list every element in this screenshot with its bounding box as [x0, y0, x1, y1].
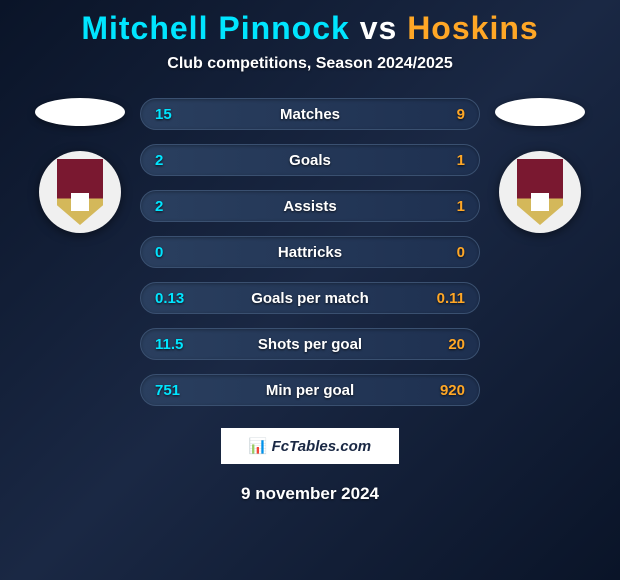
stat-right-value: 0.11 [425, 290, 465, 307]
player2-name: Hoskins [407, 10, 538, 46]
player2-flag [495, 98, 585, 126]
badge-castle-icon [531, 193, 549, 211]
stat-right-value: 9 [425, 106, 465, 123]
stat-row: 2 Goals 1 [140, 144, 480, 176]
stat-label: Min per goal [266, 382, 354, 399]
badge-castle-icon [71, 193, 89, 211]
stat-row: 751 Min per goal 920 [140, 374, 480, 406]
stat-label: Assists [283, 198, 336, 215]
player1-flag [35, 98, 125, 126]
badge-shield [517, 159, 563, 225]
stat-left-value: 11.5 [155, 336, 195, 353]
stat-right-value: 20 [425, 336, 465, 353]
watermark-text: FcTables.com [272, 438, 371, 455]
stat-right-value: 920 [425, 382, 465, 399]
stat-right-value: 0 [425, 244, 465, 261]
player1-club-badge [39, 151, 121, 233]
watermark: 📊 FcTables.com [221, 428, 399, 464]
stat-label: Goals per match [251, 290, 369, 307]
player1-column [35, 98, 125, 233]
stat-left-value: 0.13 [155, 290, 195, 307]
main-row: 15 Matches 9 2 Goals 1 2 Assists 1 0 Hattricks 0 0.1… [0, 98, 620, 406]
vs-text: vs [360, 10, 398, 46]
stat-right-value: 1 [425, 198, 465, 215]
stat-label: Hattricks [278, 244, 342, 261]
stat-label: Matches [280, 106, 340, 123]
player2-club-badge [499, 151, 581, 233]
stat-label: Goals [289, 152, 331, 169]
page-title: Mitchell Pinnock vs Hoskins [81, 10, 538, 47]
stat-left-value: 2 [155, 198, 195, 215]
stat-right-value: 1 [425, 152, 465, 169]
stat-row: 2 Assists 1 [140, 190, 480, 222]
stat-left-value: 2 [155, 152, 195, 169]
stat-row: 0 Hattricks 0 [140, 236, 480, 268]
comparison-container: Mitchell Pinnock vs Hoskins Club competi… [0, 0, 620, 580]
badge-shield [57, 159, 103, 225]
stat-label: Shots per goal [258, 336, 362, 353]
stat-left-value: 15 [155, 106, 195, 123]
date-text: 9 november 2024 [241, 484, 379, 504]
subtitle: Club competitions, Season 2024/2025 [167, 55, 452, 73]
player1-name: Mitchell Pinnock [81, 10, 349, 46]
player2-column [495, 98, 585, 233]
chart-icon: 📊 [249, 437, 268, 455]
stat-left-value: 751 [155, 382, 195, 399]
stat-row: 15 Matches 9 [140, 98, 480, 130]
stats-column: 15 Matches 9 2 Goals 1 2 Assists 1 0 Hattricks 0 0.1… [140, 98, 480, 406]
stat-left-value: 0 [155, 244, 195, 261]
stat-row: 11.5 Shots per goal 20 [140, 328, 480, 360]
stat-row: 0.13 Goals per match 0.11 [140, 282, 480, 314]
